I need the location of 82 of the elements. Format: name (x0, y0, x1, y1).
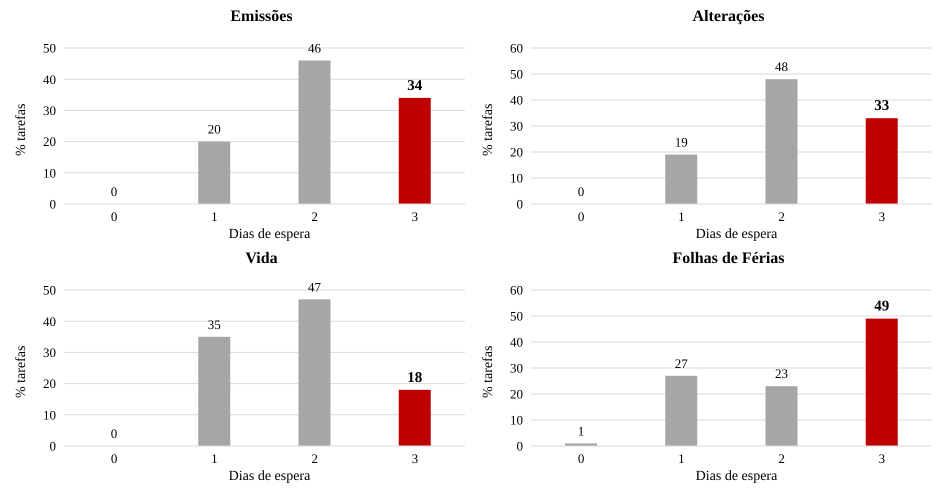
y-tick-label: 40 (510, 334, 523, 350)
x-axis-title: Dias de espera (694, 468, 778, 486)
x-axis-title: Dias de espera (228, 468, 312, 486)
x-tick-label: 0 (578, 451, 584, 466)
data-label: 18 (407, 370, 422, 386)
data-label: 47 (308, 279, 322, 294)
x-tick-label: 0 (110, 451, 118, 466)
y-tick-label: 50 (43, 282, 56, 298)
x-tick-label: 2 (311, 451, 318, 466)
y-tick-label: 20 (43, 376, 56, 392)
data-label: 46 (308, 40, 322, 56)
chart-title: Folhas de Férias (672, 250, 786, 269)
y-tick-label: 20 (510, 144, 523, 160)
data-label: 0 (578, 184, 584, 199)
y-tick-label: 0 (516, 196, 523, 212)
y-tick-label: 30 (43, 103, 56, 118)
y-tick-label: 60 (510, 40, 523, 56)
y-tick-label: 20 (43, 134, 56, 150)
bar (398, 98, 431, 204)
bar (298, 299, 330, 446)
x-axis-title: Dias de espera (228, 226, 312, 244)
bar (766, 79, 798, 204)
y-tick-label: 50 (43, 40, 56, 56)
y-tick-label: 40 (43, 72, 56, 87)
data-label: 35 (208, 316, 221, 332)
bar (866, 318, 898, 446)
y-tick-label: 20 (510, 386, 523, 402)
data-label: 23 (775, 366, 788, 382)
y-tick-label: 30 (510, 360, 523, 376)
data-label: 27 (674, 356, 688, 371)
x-tick-label: 0 (110, 209, 118, 224)
bar (198, 336, 230, 446)
chart-title: Vida (244, 250, 279, 269)
data-label: 0 (110, 184, 118, 199)
y-tick-label: 10 (43, 407, 56, 422)
x-tick-label: 1 (211, 209, 218, 224)
chart-title: Emissões (229, 8, 294, 27)
data-label: 34 (407, 78, 423, 94)
x-axis-title: Dias de espera (694, 226, 778, 244)
data-label: 49 (874, 298, 890, 315)
data-label: 33 (874, 98, 890, 114)
bar (665, 376, 698, 446)
bar (665, 154, 698, 204)
y-tick-label: 30 (43, 345, 56, 360)
x-tick-label: 2 (311, 209, 318, 224)
x-tick-label: 2 (778, 451, 785, 466)
y-tick-label: 10 (510, 170, 523, 186)
x-tick-label: 0 (578, 209, 584, 224)
y-tick-label: 0 (516, 438, 523, 454)
data-label: 20 (208, 122, 221, 137)
bar (866, 118, 898, 204)
y-axis-title: % tarefas (14, 346, 29, 398)
x-tick-label: 3 (878, 209, 886, 224)
y-tick-label: 10 (43, 165, 56, 180)
y-tick-label: 50 (510, 308, 523, 324)
data-label: 19 (674, 134, 688, 150)
x-tick-label: 2 (778, 209, 785, 224)
y-tick-label: 30 (510, 118, 523, 134)
y-axis-title: % tarefas (14, 104, 29, 156)
bar (766, 386, 798, 446)
bar (198, 142, 230, 204)
y-tick-label: 40 (510, 92, 523, 108)
x-tick-label: 1 (678, 209, 685, 224)
y-tick-label: 0 (50, 196, 56, 212)
bar (398, 390, 431, 446)
y-axis-title: % tarefas (480, 346, 496, 398)
data-label: 48 (775, 59, 788, 74)
chart-title: Alterações (692, 8, 766, 27)
bar (298, 60, 330, 204)
y-tick-label: 0 (50, 438, 56, 454)
y-tick-label: 40 (43, 314, 56, 329)
y-tick-label: 60 (510, 282, 523, 298)
y-tick-label: 10 (510, 412, 523, 428)
x-tick-label: 1 (211, 451, 218, 466)
x-tick-label: 3 (412, 209, 418, 224)
x-tick-label: 1 (678, 451, 685, 466)
y-axis-title: % tarefas (480, 104, 496, 156)
x-tick-label: 3 (412, 451, 418, 466)
x-tick-label: 3 (878, 451, 886, 466)
data-label: 0 (110, 426, 118, 441)
data-label: 1 (578, 423, 584, 438)
y-tick-label: 50 (510, 66, 523, 82)
